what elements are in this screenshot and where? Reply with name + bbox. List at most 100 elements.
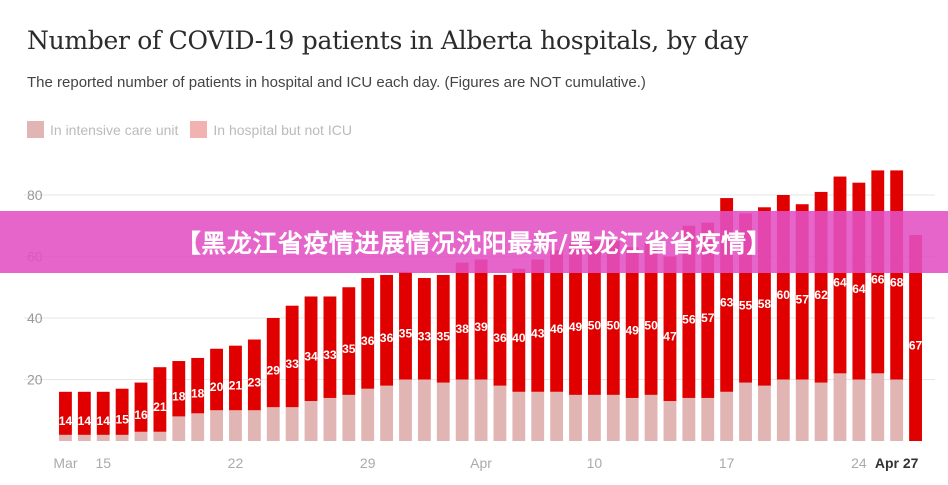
bar-icu	[266, 407, 280, 441]
bar-hospital	[587, 241, 601, 395]
bar-value-label: 49	[626, 323, 640, 337]
bar-hospital	[247, 339, 261, 411]
bar-icu	[115, 434, 129, 441]
bar-value-label: 57	[796, 293, 810, 307]
bar-value-label: 56	[682, 313, 696, 327]
bar-icu	[247, 410, 261, 441]
bar-value-label: 35	[399, 326, 413, 340]
x-tick-label: 29	[360, 455, 376, 471]
bar-value-label: 58	[758, 297, 772, 311]
bar-hospital	[229, 345, 242, 411]
bar-icu	[587, 394, 601, 441]
bar-hospital	[417, 278, 431, 380]
bar-value-label: 14	[59, 414, 73, 428]
bar-hospital	[625, 247, 639, 398]
x-tick-label: Apr 27	[875, 455, 919, 471]
bar-icu	[210, 410, 223, 441]
bar-icu	[550, 391, 564, 441]
bar-value-label: 20	[210, 380, 224, 394]
x-tick-label: 24	[851, 455, 867, 471]
bar-hospital	[285, 305, 299, 408]
bar-icu	[436, 382, 450, 441]
legend-label-icu: In intensive care unit	[50, 121, 179, 138]
bar-value-label: 50	[588, 319, 602, 333]
bar-hospital	[210, 348, 223, 411]
bar-value-label: 21	[229, 379, 243, 393]
bar-icu	[342, 394, 356, 441]
bar-value-label: 36	[493, 331, 507, 345]
bar-hospital	[77, 391, 91, 435]
bar-value-label: 43	[531, 326, 545, 340]
bar-icu	[191, 413, 205, 441]
x-tick-label: 10	[587, 455, 603, 471]
chart-title: Number of COVID-19 patients in Alberta h…	[27, 26, 748, 55]
bar-value-label: 46	[550, 322, 564, 336]
bar-value-label: 63	[720, 296, 734, 310]
bar-value-label: 55	[739, 299, 753, 313]
bar-hospital	[909, 234, 922, 441]
bar-value-label: 34	[304, 349, 318, 363]
bar-value-label: 64	[833, 276, 847, 290]
bar-hospital	[172, 361, 186, 417]
bar-hospital	[323, 296, 337, 398]
x-tick-label: Mar	[53, 455, 77, 471]
bar-value-label: 35	[437, 329, 451, 343]
bar-hospital	[493, 274, 507, 386]
bar-value-label: 29	[267, 363, 281, 377]
bar-icu	[795, 379, 809, 441]
bar-hospital	[96, 391, 110, 435]
bar-value-label: 33	[285, 357, 299, 371]
bar-value-label: 67	[909, 339, 923, 353]
bar-value-label: 14	[78, 414, 92, 428]
x-tick-label: 15	[95, 455, 111, 471]
bar-icu	[606, 394, 620, 441]
bar-hospital	[550, 250, 564, 392]
legend-item-hospital: In hospital but not ICU	[190, 121, 352, 138]
bar-value-label: 50	[644, 319, 658, 333]
bar-value-label: 68	[890, 276, 904, 290]
bar-icu	[172, 416, 186, 441]
bar-icu	[361, 388, 375, 441]
bar-value-label: 36	[361, 334, 375, 348]
bar-icu	[304, 401, 318, 441]
bar-icu	[134, 431, 148, 441]
legend-label-hospital: In hospital but not ICU	[213, 121, 352, 138]
bar-icu	[77, 434, 91, 441]
bar-value-label: 60	[777, 288, 791, 302]
chart-subtitle: The reported number of patients in hospi…	[27, 74, 646, 91]
y-tick-label: 40	[27, 310, 43, 326]
bar-icu	[644, 394, 658, 441]
bar-value-label: 18	[191, 386, 205, 400]
bar-icu	[380, 385, 394, 441]
legend-swatch-icu	[27, 121, 44, 138]
bar-icu	[399, 379, 412, 441]
bar-icu	[59, 434, 72, 441]
bar-hospital	[531, 259, 545, 392]
bar-hospital	[191, 357, 205, 414]
bar-icu	[758, 385, 771, 441]
x-tick-label: 17	[719, 455, 735, 471]
legend-swatch-hospital	[190, 121, 208, 138]
bar-value-label: 16	[134, 408, 148, 422]
bar-hospital	[512, 268, 526, 392]
bar-hospital	[436, 274, 450, 383]
bar-hospital	[304, 296, 318, 402]
bar-value-label: 40	[512, 331, 526, 345]
bar-hospital	[663, 256, 677, 402]
y-tick-label: 20	[27, 372, 43, 388]
bar-icu	[285, 407, 299, 441]
bar-icu	[871, 373, 885, 441]
bar-value-label: 64	[852, 282, 866, 296]
bar-value-label: 35	[342, 342, 356, 356]
bar-hospital	[380, 274, 394, 386]
bar-hospital	[115, 388, 129, 435]
bar-icu	[153, 431, 167, 441]
bar-icu	[776, 379, 790, 441]
bar-icu	[852, 379, 866, 441]
bar-hospital	[455, 262, 469, 380]
bar-value-label: 18	[172, 389, 186, 403]
bar-value-label: 33	[323, 348, 337, 362]
bar-icu	[493, 385, 507, 441]
bar-hospital	[266, 318, 280, 408]
